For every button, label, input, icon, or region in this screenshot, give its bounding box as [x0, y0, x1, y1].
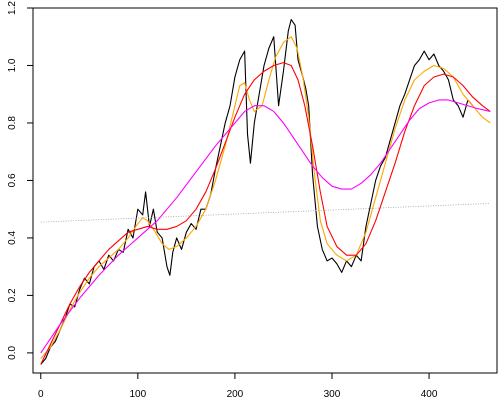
y-tick-label: 0.0	[7, 345, 18, 359]
x-tick-label: 300	[324, 389, 341, 400]
series-line-5	[40, 203, 491, 223]
x-axis: 0 100 200 300 400	[38, 373, 438, 400]
y-tick-label: 0.8	[7, 116, 18, 130]
y-tick-label: 1.2	[7, 1, 18, 15]
y-tick-label: 0.4	[7, 231, 18, 245]
x-tick-label: 0	[38, 389, 44, 400]
plot-frame	[32, 7, 498, 374]
series-line-4	[40, 99, 491, 354]
y-axis: 0.0 0.2 0.4 0.6 0.8 1.0 1.2	[7, 1, 33, 360]
series-layer	[40, 18, 491, 365]
y-tick-label: 1.0	[7, 58, 18, 72]
series-line-3	[40, 62, 491, 365]
x-tick-label: 100	[129, 389, 146, 400]
x-tick-label: 200	[227, 389, 244, 400]
series-line-2	[40, 36, 491, 359]
y-tick-label: 0.2	[7, 288, 18, 302]
series-line-1	[40, 18, 474, 365]
y-tick-label: 0.6	[7, 173, 18, 187]
x-tick-label: 400	[421, 389, 438, 400]
